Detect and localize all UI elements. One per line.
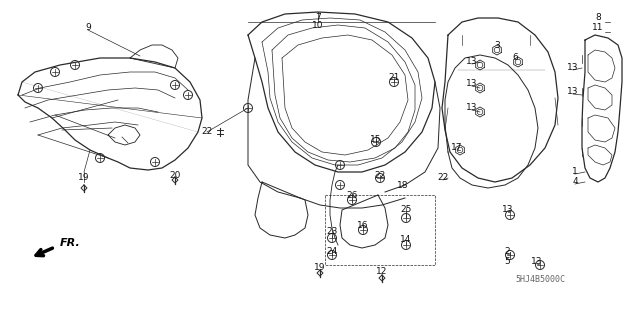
Text: 13: 13: [467, 103, 477, 113]
Text: 21: 21: [388, 73, 400, 83]
Text: 12: 12: [376, 268, 388, 277]
Text: 14: 14: [400, 235, 412, 244]
Text: 16: 16: [357, 220, 369, 229]
Text: 13: 13: [567, 87, 579, 97]
Text: 19: 19: [78, 174, 90, 182]
Text: 13: 13: [467, 79, 477, 88]
Text: 5: 5: [504, 257, 510, 266]
Text: 26: 26: [346, 190, 358, 199]
Text: 22: 22: [202, 128, 212, 137]
Text: 13: 13: [567, 63, 579, 72]
Text: 19: 19: [314, 263, 326, 272]
Text: 11: 11: [592, 24, 604, 33]
Text: 17: 17: [451, 144, 463, 152]
Text: 9: 9: [85, 24, 91, 33]
Text: 2: 2: [504, 248, 510, 256]
Text: 15: 15: [371, 136, 381, 145]
Text: 6: 6: [512, 54, 518, 63]
Text: 20: 20: [170, 170, 180, 180]
Text: 5HJ4B5000C: 5HJ4B5000C: [515, 276, 565, 285]
Text: 4: 4: [572, 177, 578, 187]
Text: 8: 8: [595, 13, 601, 23]
Text: 22: 22: [437, 174, 449, 182]
Text: 13: 13: [502, 205, 514, 214]
Text: 13: 13: [531, 257, 543, 266]
Text: FR.: FR.: [60, 238, 81, 248]
Text: 25: 25: [400, 205, 412, 214]
Text: 24: 24: [326, 248, 338, 256]
Text: 1: 1: [572, 167, 578, 176]
Text: 18: 18: [397, 181, 409, 189]
Text: 10: 10: [312, 21, 324, 31]
Text: 7: 7: [315, 13, 321, 23]
Text: 23: 23: [326, 227, 338, 236]
Text: 22: 22: [374, 170, 386, 180]
Text: 3: 3: [494, 41, 500, 50]
Text: 13: 13: [467, 57, 477, 66]
